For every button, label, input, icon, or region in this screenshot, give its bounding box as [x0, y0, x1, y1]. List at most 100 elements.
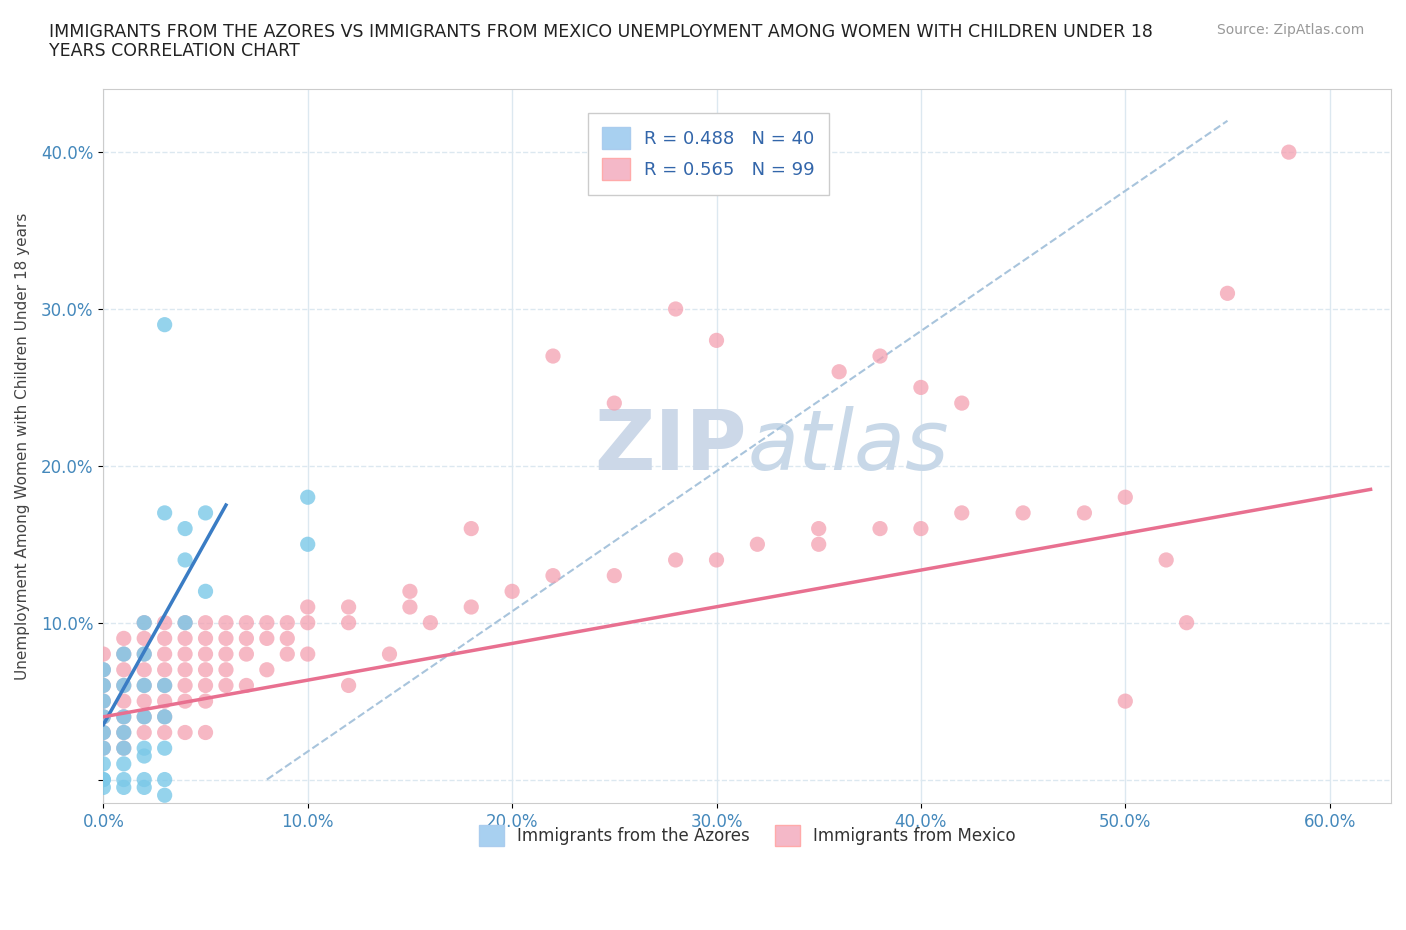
Point: [235, 678, 257, 693]
Point: [134, 725, 156, 740]
Point: [1216, 286, 1239, 300]
Point: [194, 694, 217, 709]
Point: [134, 780, 156, 795]
Point: [153, 678, 176, 693]
Point: [910, 380, 932, 395]
Point: [194, 616, 217, 631]
Point: [174, 631, 197, 645]
Point: [337, 600, 360, 615]
Point: [91, 756, 114, 771]
Point: [194, 725, 217, 740]
Point: [153, 317, 176, 332]
Point: [134, 741, 156, 756]
Point: [91, 678, 114, 693]
Point: [194, 506, 217, 521]
Point: [174, 725, 197, 740]
Point: [869, 521, 891, 536]
Point: [91, 662, 114, 677]
Point: [153, 741, 176, 756]
Point: [174, 616, 197, 631]
Point: [134, 616, 156, 631]
Point: [174, 662, 197, 677]
Point: [91, 741, 114, 756]
Point: [91, 725, 114, 740]
Point: [112, 678, 135, 693]
Point: [153, 772, 176, 787]
Point: [665, 552, 688, 567]
Point: [112, 741, 135, 756]
Point: [91, 772, 114, 787]
Point: [807, 521, 830, 536]
Point: [174, 694, 197, 709]
Point: [174, 678, 197, 693]
Point: [235, 631, 257, 645]
Point: [91, 694, 114, 709]
Point: [399, 584, 422, 599]
Point: [134, 749, 156, 764]
Point: [1012, 506, 1035, 521]
Point: [297, 646, 319, 661]
Point: [112, 662, 135, 677]
Point: [276, 616, 298, 631]
Point: [153, 662, 176, 677]
Point: [215, 662, 238, 677]
Point: [460, 521, 482, 536]
Point: [215, 631, 238, 645]
Point: [153, 678, 176, 693]
Point: [297, 616, 319, 631]
Point: [665, 301, 688, 316]
Point: [501, 584, 523, 599]
Point: [134, 631, 156, 645]
Point: [276, 646, 298, 661]
Point: [1154, 552, 1177, 567]
Point: [174, 552, 197, 567]
Point: [112, 710, 135, 724]
Point: [1175, 616, 1198, 631]
Point: [337, 616, 360, 631]
Point: [112, 772, 135, 787]
Text: YEARS CORRELATION CHART: YEARS CORRELATION CHART: [49, 42, 299, 60]
Point: [194, 646, 217, 661]
Point: [112, 710, 135, 724]
Point: [134, 678, 156, 693]
Point: [153, 506, 176, 521]
Point: [1278, 145, 1301, 160]
Point: [194, 662, 217, 677]
Point: [153, 631, 176, 645]
Point: [706, 333, 728, 348]
Point: [174, 616, 197, 631]
Point: [91, 678, 114, 693]
Point: [134, 678, 156, 693]
Point: [134, 710, 156, 724]
Point: [134, 646, 156, 661]
Point: [153, 694, 176, 709]
Point: [134, 694, 156, 709]
Point: [134, 662, 156, 677]
Point: [174, 646, 197, 661]
Point: [112, 694, 135, 709]
Y-axis label: Unemployment Among Women with Children Under 18 years: Unemployment Among Women with Children U…: [15, 213, 30, 680]
Point: [134, 646, 156, 661]
Point: [153, 710, 176, 724]
Point: [256, 616, 278, 631]
Point: [91, 694, 114, 709]
Point: [807, 537, 830, 551]
Point: [419, 616, 441, 631]
Point: [153, 710, 176, 724]
Point: [112, 725, 135, 740]
Point: [603, 568, 626, 583]
Point: [91, 725, 114, 740]
Point: [460, 600, 482, 615]
Point: [950, 395, 973, 410]
Point: [91, 710, 114, 724]
Point: [541, 349, 564, 364]
Point: [112, 646, 135, 661]
Point: [153, 646, 176, 661]
Point: [297, 490, 319, 505]
Point: [112, 646, 135, 661]
Point: [112, 631, 135, 645]
Point: [297, 537, 319, 551]
Point: [153, 616, 176, 631]
Point: [91, 772, 114, 787]
Point: [215, 678, 238, 693]
